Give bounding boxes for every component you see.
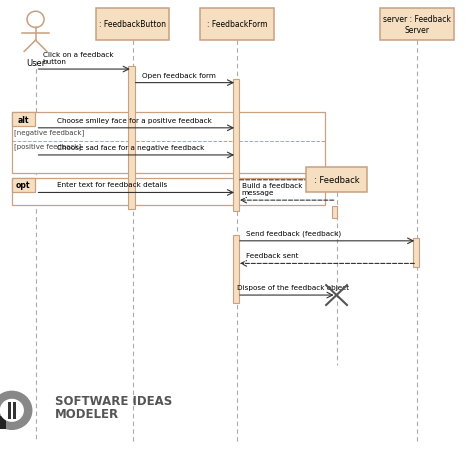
Bar (12, 113, 35, 127)
Text: : Feedback: : Feedback (314, 176, 359, 185)
Bar (332, 206, 337, 219)
Bar (12, 178, 35, 193)
Text: Send feedback (feedback): Send feedback (feedback) (246, 230, 342, 236)
Text: Click on a feedback
button: Click on a feedback button (43, 52, 113, 65)
Circle shape (0, 400, 23, 421)
Bar (200, 9, 274, 41)
Text: Build a feedback
message: Build a feedback message (242, 183, 302, 196)
Text: Feedback sent: Feedback sent (246, 253, 299, 259)
Text: alt: alt (18, 115, 29, 124)
Text: MODELER: MODELER (55, 407, 118, 420)
Bar (12, 113, 325, 174)
Bar (380, 9, 454, 41)
Text: Open feedback form: Open feedback form (142, 73, 216, 78)
Text: opt: opt (16, 181, 30, 190)
Bar (12, 178, 325, 205)
Text: Enter text for feedback details: Enter text for feedback details (57, 182, 167, 188)
Bar (128, 67, 135, 210)
Text: SOFTWARE IDEAS: SOFTWARE IDEAS (55, 394, 172, 407)
Bar (233, 80, 239, 212)
Text: [negative feedback]: [negative feedback] (14, 129, 84, 136)
Bar (413, 238, 419, 267)
Text: [positive feedback]: [positive feedback] (14, 143, 82, 150)
Bar (306, 168, 367, 193)
Bar (13, 402, 16, 419)
Bar (233, 235, 239, 303)
Bar (8, 402, 11, 419)
Bar (96, 9, 170, 41)
Text: : FeedbackButton: : FeedbackButton (99, 20, 166, 29)
Text: : FeedbackForm: : FeedbackForm (207, 20, 267, 29)
Text: Choose smiley face for a positive feedback: Choose smiley face for a positive feedba… (57, 118, 212, 124)
Text: Dispose of the feedback object: Dispose of the feedback object (237, 285, 349, 290)
Text: User: User (26, 59, 45, 68)
Text: Choose sad face for a negative feedback: Choose sad face for a negative feedback (57, 145, 204, 151)
Bar (0, 416, 6, 429)
Circle shape (0, 391, 32, 429)
Text: server : Feedback
Server: server : Feedback Server (383, 15, 451, 34)
